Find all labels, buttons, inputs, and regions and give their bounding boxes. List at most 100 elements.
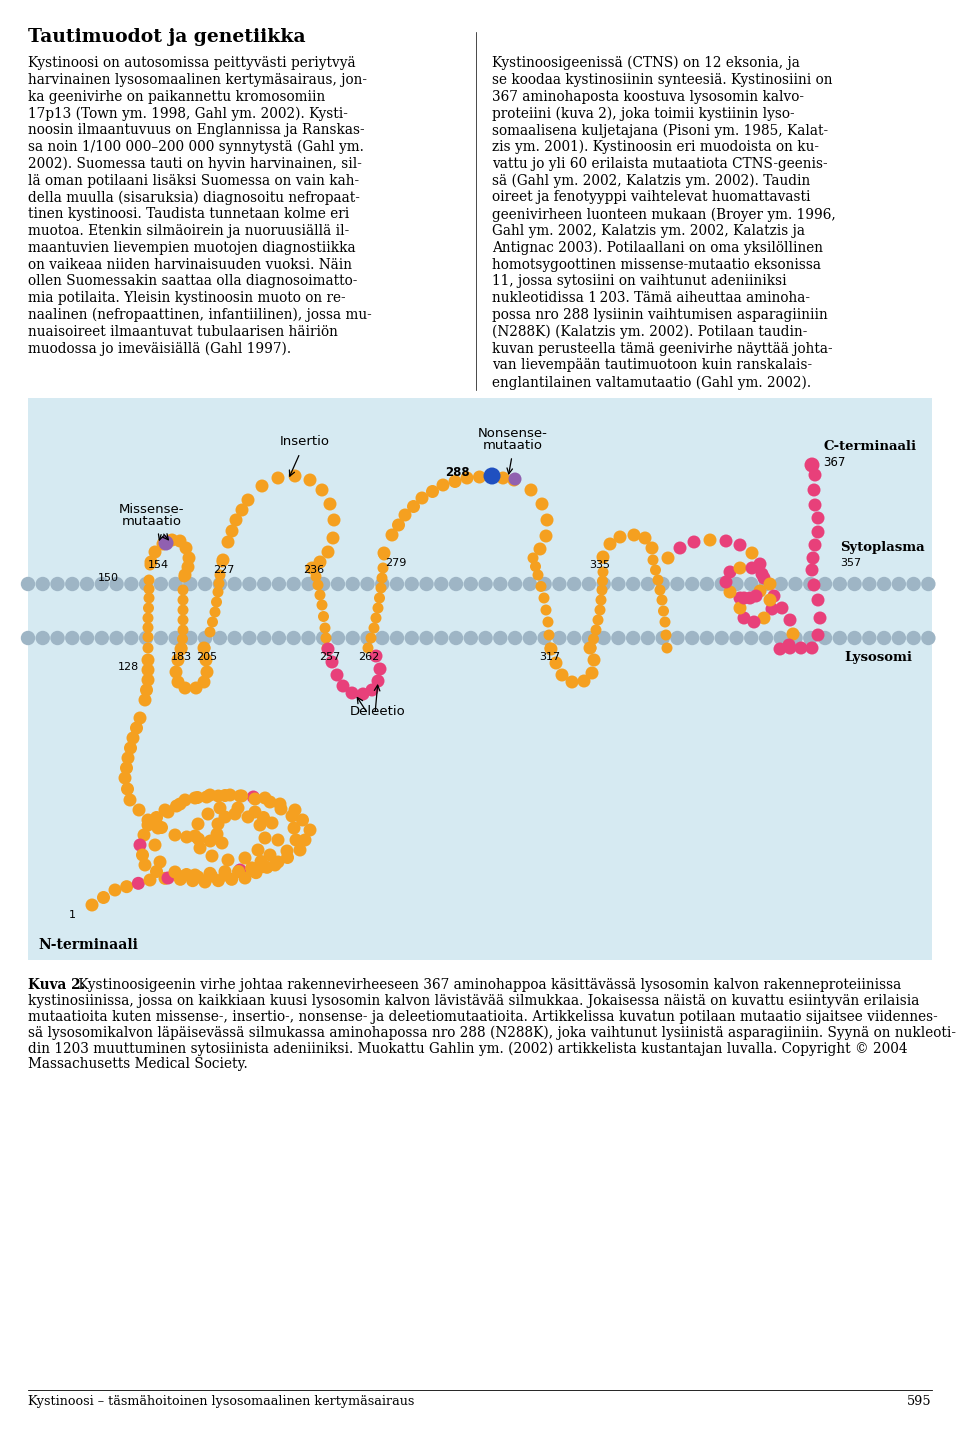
Circle shape	[189, 682, 203, 695]
Text: 128: 128	[117, 662, 138, 672]
Text: 257: 257	[320, 652, 341, 662]
Circle shape	[848, 576, 862, 591]
Circle shape	[219, 811, 231, 824]
Circle shape	[156, 538, 170, 551]
Circle shape	[650, 565, 661, 575]
Circle shape	[158, 804, 172, 817]
Text: 205: 205	[197, 652, 218, 662]
Circle shape	[597, 575, 608, 586]
Circle shape	[509, 472, 521, 486]
Circle shape	[272, 834, 284, 847]
Text: Kuva 2.: Kuva 2.	[28, 978, 85, 992]
Circle shape	[448, 475, 462, 488]
Circle shape	[647, 555, 659, 565]
Text: Kystinoosigeenin virhe johtaa rakennevirheeseen 367 aminohappoa käsittävässä lys: Kystinoosigeenin virhe johtaa rakennevir…	[74, 978, 901, 992]
Circle shape	[188, 829, 202, 842]
Circle shape	[597, 566, 609, 578]
Circle shape	[687, 535, 701, 549]
Circle shape	[832, 576, 847, 591]
Circle shape	[154, 855, 166, 868]
Circle shape	[807, 579, 821, 592]
Circle shape	[586, 642, 596, 654]
Text: Insertio: Insertio	[280, 435, 330, 448]
Circle shape	[737, 612, 751, 625]
Circle shape	[390, 576, 404, 591]
Circle shape	[788, 576, 803, 591]
Circle shape	[372, 675, 385, 688]
Circle shape	[892, 576, 906, 591]
Circle shape	[226, 872, 238, 885]
Circle shape	[233, 864, 247, 877]
Text: (N288K) (Kalatzis ym. 2002). Potilaan taudin-: (N288K) (Kalatzis ym. 2002). Potilaan ta…	[492, 325, 807, 339]
Circle shape	[249, 805, 261, 818]
Circle shape	[198, 642, 210, 655]
Circle shape	[363, 642, 373, 654]
Circle shape	[143, 602, 154, 613]
Text: 227: 227	[213, 565, 234, 575]
Circle shape	[811, 593, 825, 606]
Circle shape	[207, 616, 218, 628]
Circle shape	[154, 576, 168, 591]
Circle shape	[213, 801, 227, 815]
Circle shape	[434, 631, 448, 645]
Circle shape	[594, 605, 606, 615]
Text: 150: 150	[98, 573, 118, 583]
Circle shape	[140, 684, 153, 696]
Circle shape	[533, 569, 543, 581]
Circle shape	[549, 656, 563, 669]
Circle shape	[584, 642, 596, 655]
Circle shape	[862, 631, 876, 645]
Circle shape	[754, 558, 766, 571]
Circle shape	[313, 579, 324, 591]
Circle shape	[124, 742, 137, 755]
Circle shape	[628, 529, 640, 542]
Circle shape	[280, 845, 294, 858]
Text: 335: 335	[589, 561, 611, 571]
Text: 183: 183	[171, 652, 192, 662]
Text: Kystinoosi – täsmähoitoinen lysosomaalinen kertymäsairaus: Kystinoosi – täsmähoitoinen lysosomaalin…	[28, 1396, 415, 1409]
Circle shape	[198, 675, 210, 688]
Circle shape	[818, 631, 832, 645]
Circle shape	[346, 631, 360, 645]
Circle shape	[179, 682, 191, 695]
Circle shape	[253, 818, 267, 831]
Circle shape	[776, 602, 788, 615]
Circle shape	[120, 881, 133, 894]
Circle shape	[242, 576, 256, 591]
Circle shape	[730, 576, 744, 591]
Text: della muulla (sisaruksia) diagnosoitu nefropaat-: della muulla (sisaruksia) diagnosoitu ne…	[28, 190, 360, 204]
Circle shape	[169, 865, 181, 878]
Circle shape	[449, 631, 464, 645]
Text: din 1203 muuttuminen sytosiinista adeniiniksi. Muokattu Gahlin ym. (2002) artikk: din 1203 muuttuminen sytosiinista adenii…	[28, 1041, 907, 1055]
Circle shape	[356, 688, 370, 701]
Circle shape	[807, 483, 821, 496]
Text: noosin ilmaantuvuus on Englannissa ja Ranskas-: noosin ilmaantuvuus on Englannissa ja Ra…	[28, 123, 365, 137]
Text: Kystinoosigeenissä (CTNS) on 12 eksonia, ja: Kystinoosigeenissä (CTNS) on 12 eksonia,…	[492, 56, 800, 70]
Circle shape	[612, 576, 626, 591]
Circle shape	[892, 631, 906, 645]
Text: Antignac 2003). Potilaallani on oma yksilöllinen: Antignac 2003). Potilaallani on oma yksi…	[492, 240, 823, 255]
Circle shape	[434, 576, 448, 591]
Text: oireet ja fenotyyppi vaihtelevat huomattavasti: oireet ja fenotyyppi vaihtelevat huomatt…	[492, 190, 810, 204]
Circle shape	[205, 849, 219, 862]
Text: ka geenivirhe on paikannettu kromosomiin: ka geenivirhe on paikannettu kromosomiin	[28, 90, 325, 103]
Circle shape	[188, 791, 202, 805]
Text: muodossa jo imeväisiällä (Gahl 1997).: muodossa jo imeväisiällä (Gahl 1997).	[28, 342, 291, 356]
Circle shape	[127, 732, 139, 745]
Circle shape	[316, 483, 328, 496]
Circle shape	[170, 665, 182, 678]
Circle shape	[805, 642, 819, 655]
Circle shape	[141, 664, 155, 676]
Circle shape	[795, 642, 807, 655]
Circle shape	[420, 631, 434, 645]
Circle shape	[188, 868, 202, 881]
Text: sä lysosomikalvon läpäisevässä silmukassa aminohapossa nro 288 (N288K), joka vai: sä lysosomikalvon läpäisevässä silmukass…	[28, 1025, 956, 1040]
Circle shape	[238, 851, 252, 865]
Text: se koodaa kystinosiinin synteesiä. Kystinosiini on: se koodaa kystinosiinin synteesiä. Kysti…	[492, 73, 832, 87]
Circle shape	[142, 632, 154, 642]
Circle shape	[565, 675, 579, 688]
Circle shape	[719, 575, 732, 589]
Circle shape	[808, 499, 822, 512]
Circle shape	[774, 576, 788, 591]
Circle shape	[670, 631, 684, 645]
